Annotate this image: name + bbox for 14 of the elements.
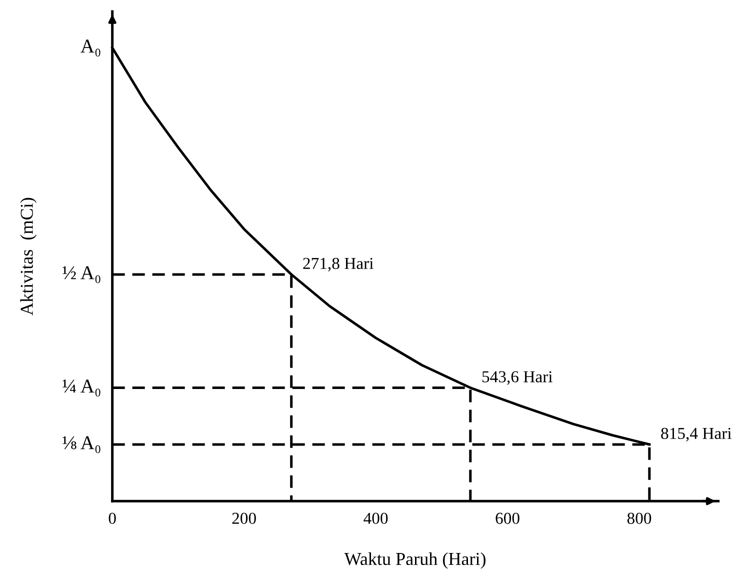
x-tick-label: 800 xyxy=(627,512,652,524)
annotation: ⅛ A₀ xyxy=(62,436,100,454)
y-axis-title: Aktivitas (mCi) xyxy=(20,198,37,316)
x-tick-label: 0 xyxy=(108,512,116,524)
x-tick-label: 600 xyxy=(496,512,520,524)
x-tick-label: 400 xyxy=(364,512,388,524)
annotation: 543,6 Hari xyxy=(482,371,552,385)
x-axis-title: Waktu Paruh (Hari) xyxy=(344,552,486,569)
annotation: ½ A₀ xyxy=(62,266,100,284)
x-tick-label: 200 xyxy=(232,512,256,524)
annotation: A₀ xyxy=(80,40,100,56)
annotation: 271,8 Hari xyxy=(303,258,374,272)
annotation: ¼ A₀ xyxy=(62,380,100,396)
annotation: 815,4 Hari xyxy=(661,428,732,442)
